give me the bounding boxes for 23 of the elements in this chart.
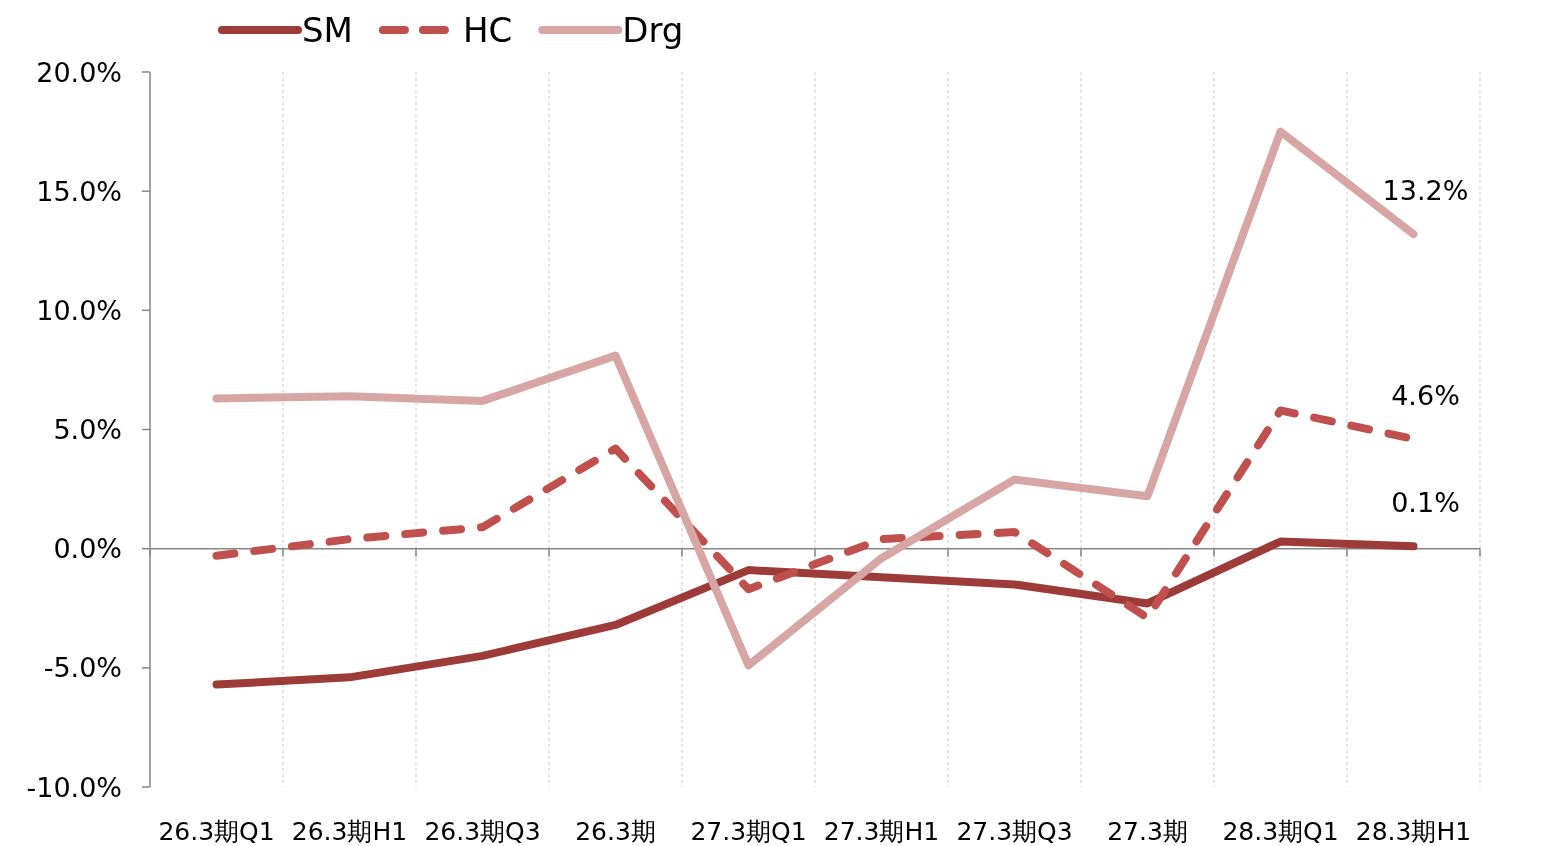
y-tick-label: 5.0% [53,414,122,445]
data-label: 0.1% [1391,486,1460,518]
x-tick-label: 26.3期Q1 [158,816,275,846]
data-label: 4.6% [1391,379,1460,411]
y-tick-label: 0.0% [53,533,122,565]
x-tick-label: 28.3期H1 [1355,816,1472,846]
x-tick-label: 27.3期H1 [823,816,940,846]
x-tick-label: 27.3期Q1 [690,816,807,846]
x-tick-label: 27.3期Q3 [956,816,1073,846]
legend-label: Drg [622,10,684,50]
y-tick-label: 15.0% [36,175,122,207]
x-tick-label: 26.3期H1 [291,816,408,846]
y-tick-label: -10.0% [26,771,122,803]
y-tick-label: 10.0% [36,294,122,326]
legend-label: HC [462,10,513,50]
x-tick-label: 26.3期 [575,816,656,846]
x-tick-label: 26.3期Q3 [424,816,541,846]
y-tick-label: -5.0% [43,652,122,684]
data-label: 13.2% [1382,174,1469,206]
y-tick-label: 20.0% [36,56,122,88]
x-tick-label: 27.3期 [1107,816,1188,846]
legend-label: SM [302,10,353,50]
x-tick-label: 28.3期Q1 [1222,816,1339,846]
